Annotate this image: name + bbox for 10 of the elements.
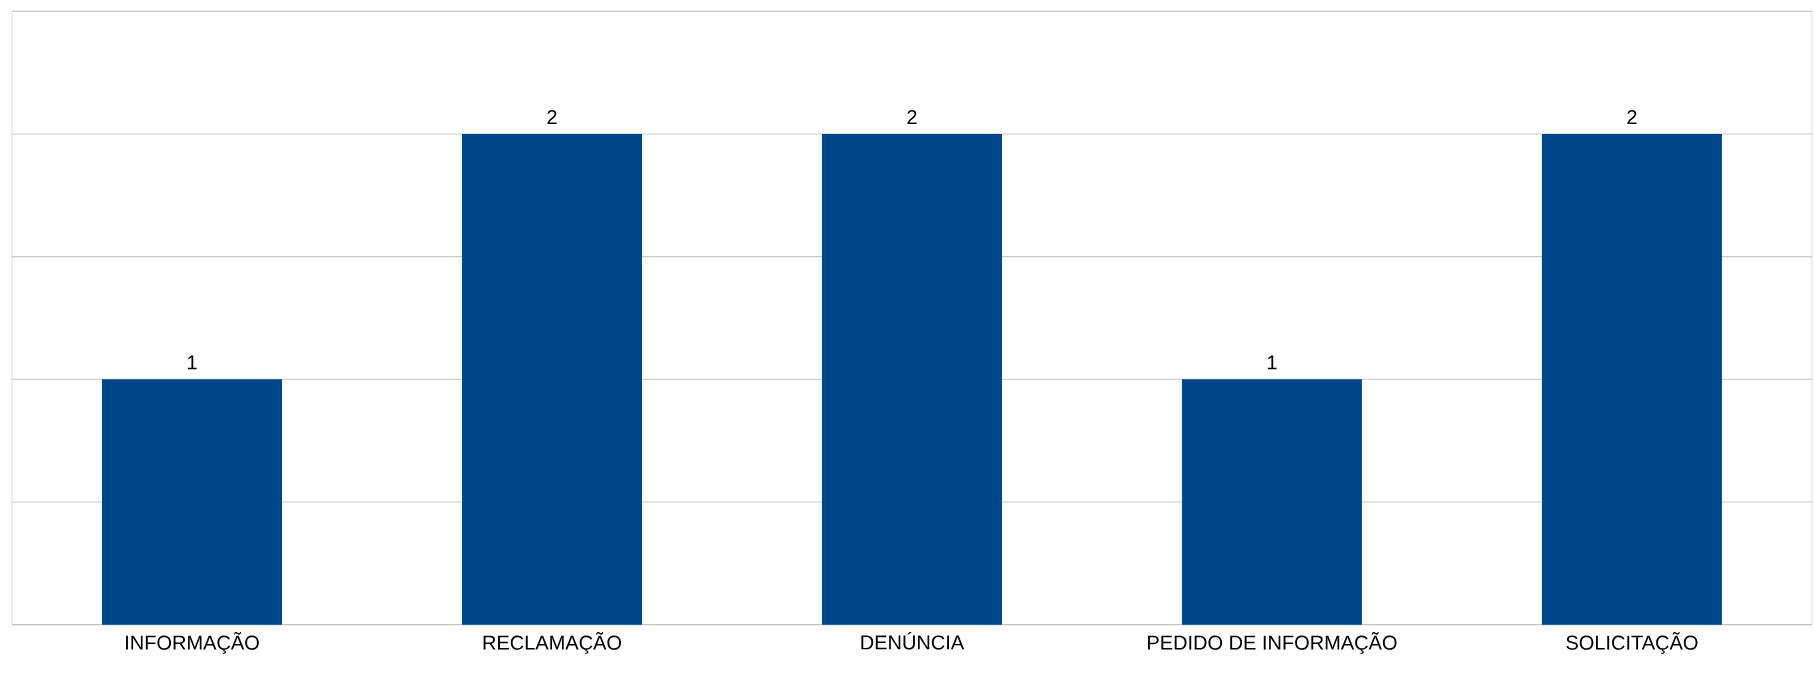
data-label: 1 xyxy=(187,355,197,370)
data-label: 1 xyxy=(1267,355,1277,370)
data-label: 2 xyxy=(547,109,557,124)
x-tick-label: DENÚNCIA xyxy=(861,632,965,650)
x-tick-label: RECLAMAÇÃO xyxy=(483,632,622,654)
x-tick-label: PEDIDO DE INFORMAÇÃO xyxy=(1148,632,1397,654)
data-label: 2 xyxy=(1627,109,1637,124)
x-tick-label: SOLICITAÇÃO xyxy=(1566,632,1698,654)
x-tick-label: INFORMAÇÃO xyxy=(126,632,259,654)
data-label: 2 xyxy=(907,109,917,124)
